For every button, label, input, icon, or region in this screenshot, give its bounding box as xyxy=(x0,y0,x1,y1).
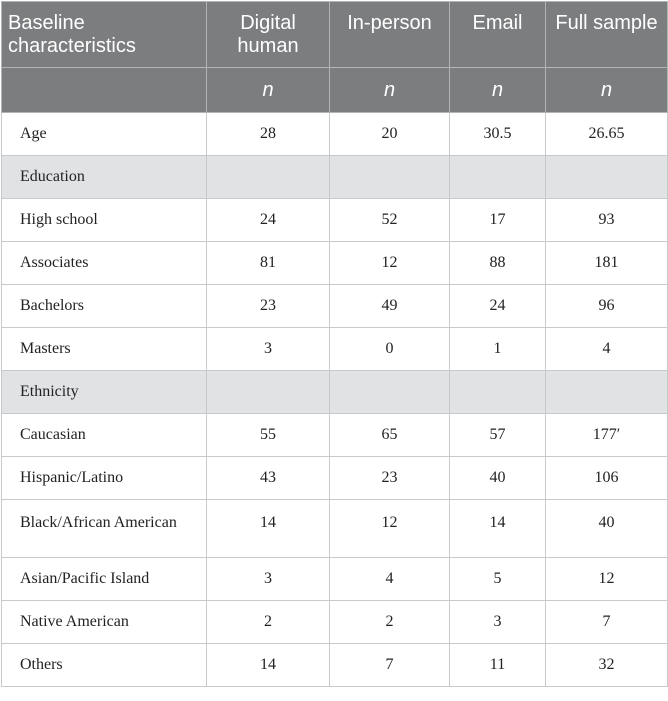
cell-full-sample: 93 xyxy=(545,198,668,242)
row-label: Caucasian xyxy=(1,413,207,457)
row-label: High school xyxy=(1,198,207,242)
cell-digital-human: 14 xyxy=(206,499,330,558)
cell-email: 14 xyxy=(449,499,546,558)
cell-full-sample: 26.65 xyxy=(545,112,668,156)
table-row: Associates 81 12 88 181 xyxy=(1,241,668,285)
row-label: Hispanic/Latino xyxy=(1,456,207,500)
subheader-n-digital-human: n xyxy=(206,67,330,113)
row-label: Age xyxy=(1,112,207,156)
cell-digital-human: 3 xyxy=(206,557,330,601)
cell-full-sample: 40 xyxy=(545,499,668,558)
table-row: Hispanic/Latino 43 23 40 106 xyxy=(1,456,668,500)
cell-digital-human: 28 xyxy=(206,112,330,156)
cell-in-person xyxy=(329,155,450,199)
section-label: Ethnicity xyxy=(1,370,207,414)
table-body: Age 28 20 30.5 26.65 Education High scho… xyxy=(1,112,668,687)
cell-email: 88 xyxy=(449,241,546,285)
subheader-empty xyxy=(1,67,207,113)
cell-digital-human: 24 xyxy=(206,198,330,242)
baseline-characteristics-table: Baseline characteristics Digital human I… xyxy=(1,1,668,687)
cell-email xyxy=(449,155,546,199)
cell-email: 57 xyxy=(449,413,546,457)
row-label: Associates xyxy=(1,241,207,285)
table-header: Baseline characteristics Digital human I… xyxy=(1,1,668,113)
cell-in-person xyxy=(329,370,450,414)
subheader-n-email: n xyxy=(449,67,546,113)
subheader-n-in-person: n xyxy=(329,67,450,113)
cell-email xyxy=(449,370,546,414)
cell-full-sample: 96 xyxy=(545,284,668,328)
cell-digital-human: 55 xyxy=(206,413,330,457)
table-row: Black/African American 14 12 14 40 xyxy=(1,499,668,558)
table-row: High school 24 52 17 93 xyxy=(1,198,668,242)
cell-digital-human: 43 xyxy=(206,456,330,500)
table-row: Asian/Pacific Island 3 4 5 12 xyxy=(1,557,668,601)
cell-full-sample: 12 xyxy=(545,557,668,601)
cell-email: 24 xyxy=(449,284,546,328)
cell-email: 5 xyxy=(449,557,546,601)
cell-in-person: 20 xyxy=(329,112,450,156)
cell-digital-human: 81 xyxy=(206,241,330,285)
cell-in-person: 65 xyxy=(329,413,450,457)
cell-in-person: 49 xyxy=(329,284,450,328)
cell-in-person: 7 xyxy=(329,643,450,687)
row-label: Masters xyxy=(1,327,207,371)
header-row: Baseline characteristics Digital human I… xyxy=(1,1,668,68)
header-in-person: In-person xyxy=(329,1,450,68)
cell-email: 40 xyxy=(449,456,546,500)
cell-full-sample: 177′ xyxy=(545,413,668,457)
table-row: Caucasian 55 65 57 177′ xyxy=(1,413,668,457)
cell-digital-human: 23 xyxy=(206,284,330,328)
header-full-sample: Full sample xyxy=(545,1,668,68)
header-subrow: n n n n xyxy=(1,67,668,113)
cell-full-sample: 181 xyxy=(545,241,668,285)
cell-digital-human: 3 xyxy=(206,327,330,371)
cell-in-person: 23 xyxy=(329,456,450,500)
section-row: Education xyxy=(1,155,668,199)
table-row: Masters 3 0 1 4 xyxy=(1,327,668,371)
cell-email: 30.5 xyxy=(449,112,546,156)
cell-digital-human: 14 xyxy=(206,643,330,687)
section-row: Ethnicity xyxy=(1,370,668,414)
cell-email: 17 xyxy=(449,198,546,242)
header-email: Email xyxy=(449,1,546,68)
cell-in-person: 12 xyxy=(329,499,450,558)
cell-email: 11 xyxy=(449,643,546,687)
cell-full-sample xyxy=(545,370,668,414)
cell-in-person: 0 xyxy=(329,327,450,371)
cell-digital-human xyxy=(206,370,330,414)
cell-in-person: 4 xyxy=(329,557,450,601)
cell-email: 3 xyxy=(449,600,546,644)
section-label: Education xyxy=(1,155,207,199)
cell-in-person: 12 xyxy=(329,241,450,285)
row-label: Others xyxy=(1,643,207,687)
cell-digital-human: 2 xyxy=(206,600,330,644)
cell-in-person: 52 xyxy=(329,198,450,242)
cell-digital-human xyxy=(206,155,330,199)
cell-full-sample: 7 xyxy=(545,600,668,644)
table-row: Bachelors 23 49 24 96 xyxy=(1,284,668,328)
table-row: Age 28 20 30.5 26.65 xyxy=(1,112,668,156)
cell-in-person: 2 xyxy=(329,600,450,644)
header-baseline-characteristics: Baseline characteristics xyxy=(1,1,207,68)
row-label: Bachelors xyxy=(1,284,207,328)
cell-email: 1 xyxy=(449,327,546,371)
header-digital-human: Digital human xyxy=(206,1,330,68)
row-label: Black/African American xyxy=(1,499,207,558)
row-label: Asian/Pacific Island xyxy=(1,557,207,601)
table-row: Others 14 7 11 32 xyxy=(1,643,668,687)
row-label: Native American xyxy=(1,600,207,644)
table-row: Native American 2 2 3 7 xyxy=(1,600,668,644)
cell-full-sample: 106 xyxy=(545,456,668,500)
cell-full-sample: 4 xyxy=(545,327,668,371)
cell-full-sample: 32 xyxy=(545,643,668,687)
cell-full-sample xyxy=(545,155,668,199)
subheader-n-full-sample: n xyxy=(545,67,668,113)
